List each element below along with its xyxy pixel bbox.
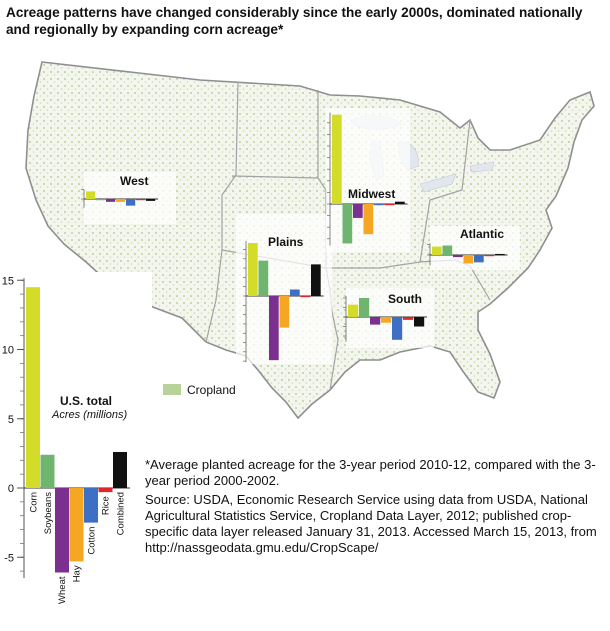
region-bar-south-soybeans (359, 298, 370, 317)
region-bar-west-cotton (126, 199, 136, 206)
region-bar-west-corn (86, 191, 96, 199)
us-bar-soybeans (40, 454, 55, 488)
us-category-label-wheat: Wheat (57, 576, 68, 604)
region-chart-plains: Plains (236, 214, 332, 364)
region-bar-atlantic-wheat (453, 255, 463, 258)
region-bar-plains-combined (311, 264, 321, 296)
us-y-tick-label: 0 (8, 483, 14, 495)
source-note: Source: USDA, Economic Research Service … (145, 492, 597, 555)
region-bar-west-soybeans (96, 199, 106, 201)
us-bar-wheat (55, 488, 69, 573)
region-title-west: West (120, 174, 148, 188)
region-bar-plains-rice (300, 296, 311, 298)
us-y-tick-label: 10 (2, 345, 14, 357)
us-bar-cotton (84, 488, 98, 523)
region-bar-midwest-soybeans (342, 204, 353, 244)
region-chart-west: West (81, 172, 176, 224)
region-bar-atlantic-hay (463, 255, 474, 264)
region-title-plains: Plains (268, 235, 304, 249)
region-chart-midwest: Midwest (326, 108, 410, 252)
us-category-label-cotton: Cotton (86, 527, 97, 555)
region-chart-atlantic: Atlantic (427, 226, 520, 270)
region-chart-south: South (343, 288, 434, 348)
region-bar-atlantic-rice (484, 255, 495, 257)
us-bar-combined (113, 451, 127, 488)
legend-swatch-cropland (163, 384, 181, 395)
region-bar-midwest-wheat (353, 204, 363, 218)
region-bar-west-rice (136, 199, 146, 201)
region-bar-atlantic-soybeans (442, 245, 453, 255)
region-bar-south-combined (414, 317, 425, 327)
legend: Cropland (163, 383, 236, 397)
us-bar-hay (69, 488, 84, 562)
region-bar-west-wheat (106, 199, 116, 202)
region-bar-midwest-corn (332, 114, 342, 204)
us-category-label-hay: Hay (72, 565, 83, 582)
region-bar-plains-cotton (290, 289, 300, 296)
footnote: *Average planted acreage for the 3-year … (145, 457, 596, 488)
us-category-label-soybeans: Soybeans (43, 492, 54, 535)
us-y-tick-label: 15 (2, 275, 14, 287)
region-bar-south-cotton (392, 317, 403, 340)
region-bar-plains-corn (248, 242, 258, 296)
us-total-title: U.S. total (60, 394, 112, 408)
region-bar-plains-hay (279, 296, 290, 328)
us-y-tick-label: 5 (8, 414, 14, 426)
region-bar-atlantic-cotton (474, 255, 484, 263)
region-bar-west-combined (146, 199, 156, 201)
us-total-ylabel: Acres (millions) (51, 409, 128, 421)
region-bar-atlantic-corn (432, 246, 442, 255)
region-bar-midwest-hay (363, 204, 374, 235)
us-bar-corn (26, 287, 40, 488)
region-title-midwest: Midwest (348, 187, 395, 201)
us-total-panel (0, 272, 152, 617)
region-title-atlantic: Atlantic (460, 227, 504, 241)
region-bar-plains-soybeans (258, 260, 269, 296)
us-y-tick-label: -5 (4, 552, 14, 564)
region-bar-west-hay (116, 199, 126, 202)
region-bar-south-wheat (370, 317, 381, 325)
us-bar-rice (98, 488, 113, 493)
region-bar-midwest-combined (395, 201, 405, 204)
region-bar-plains-wheat (269, 296, 279, 361)
chart-title: Acreage patterns have changed considerab… (6, 5, 583, 37)
region-bar-midwest-cotton (374, 204, 384, 206)
region-bar-south-hay (381, 317, 392, 323)
region-bar-midwest-rice (384, 204, 395, 206)
us-category-label-corn: Corn (28, 492, 39, 513)
region-bar-south-rice (403, 317, 414, 320)
region-panel-west (84, 172, 176, 224)
us-category-label-rice: Rice (101, 496, 112, 515)
region-title-south: South (388, 292, 422, 306)
region-bar-south-corn (348, 304, 359, 317)
us-category-label-combined: Combined (115, 492, 126, 535)
legend-label-cropland: Cropland (187, 383, 236, 397)
region-bar-atlantic-combined (495, 253, 505, 256)
